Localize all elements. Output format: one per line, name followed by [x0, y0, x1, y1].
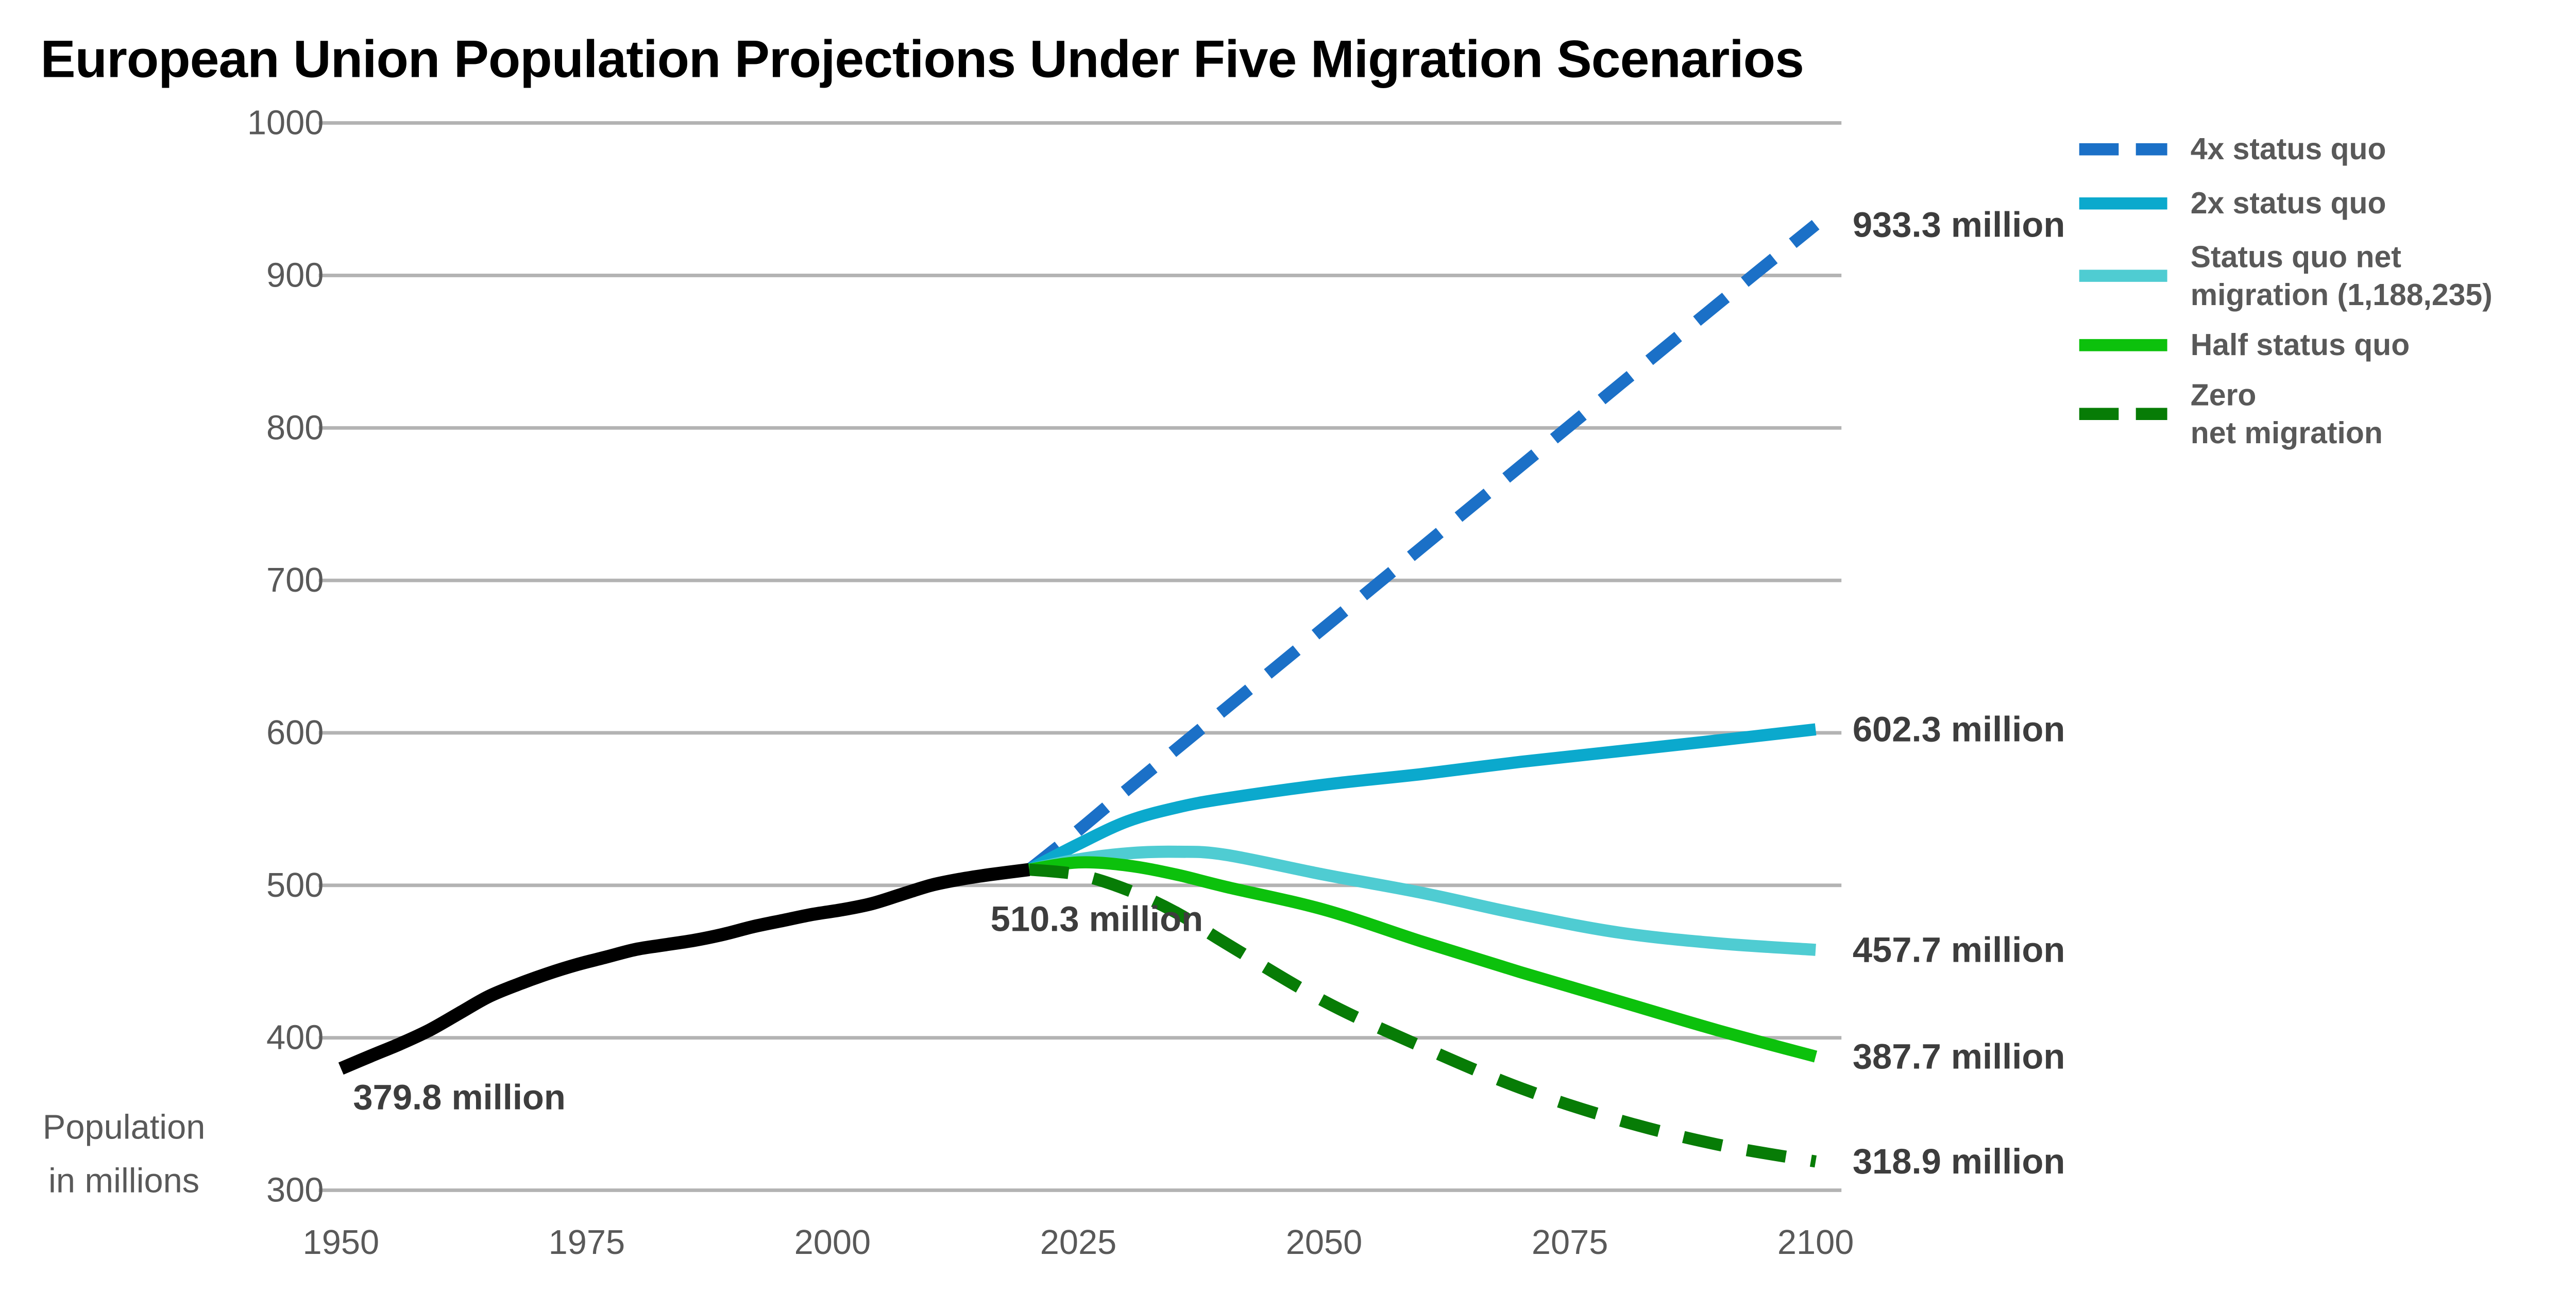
- legend-label-s4x-line1: 4x status quo: [2191, 132, 2386, 166]
- y-tick-400: 400: [266, 1019, 324, 1057]
- y-tick-700: 700: [266, 561, 324, 599]
- series-line-s4x: [1025, 220, 1820, 875]
- end-label-s4x: 933.3 million: [1853, 205, 2065, 244]
- end-label-half: 387.7 million: [1853, 1037, 2065, 1077]
- legend-label-sq-line1: Status quo net: [2191, 240, 2401, 274]
- x-tick-2075: 2075: [1532, 1224, 1608, 1262]
- legend-item-s2x: 2x status quo: [2079, 187, 2386, 220]
- annotation-1950-value: 379.8 million: [353, 1077, 565, 1117]
- series-line-s2x: [1026, 723, 1817, 875]
- series-line-half: [1028, 856, 1818, 1063]
- legend-label-half-line1: Half status quo: [2191, 328, 2410, 362]
- y-tick-300: 300: [266, 1171, 324, 1209]
- y-axis-label-line2: in millions: [48, 1162, 199, 1200]
- x-tick-1975: 1975: [549, 1224, 625, 1262]
- end-value-labels: 933.3 million 602.3 million 457.7 million 3…: [1853, 205, 2065, 1181]
- y-axis-label-line1: Population: [43, 1108, 206, 1146]
- legend: 4x status quo 2x status quo Status quo net…: [2079, 132, 2493, 450]
- grid-layer: [318, 121, 1842, 1192]
- legend-item-sq: Status quo net migration (1,188,235): [2079, 240, 2493, 312]
- x-tick-1950: 1950: [303, 1224, 380, 1262]
- x-axis-ticks: 1950 1975 2000 2025 2050 2075 2100: [303, 1224, 1854, 1262]
- series-line-zero: [1028, 863, 1817, 1168]
- y-tick-500: 500: [266, 866, 324, 904]
- end-label-zero: 318.9 million: [1853, 1142, 2065, 1181]
- annotation-2020-value: 510.3 million: [991, 899, 1203, 939]
- legend-label-zero-line1: Zero: [2191, 378, 2257, 412]
- series-layer: [338, 220, 1820, 1168]
- chart-title: European Union Population Projections Un…: [41, 29, 1804, 88]
- x-tick-2100: 2100: [1777, 1224, 1854, 1262]
- series-line-hist: [338, 863, 1030, 1075]
- legend-item-s4x: 4x status quo: [2079, 132, 2386, 166]
- series-line-sq: [1028, 845, 1816, 956]
- x-tick-2025: 2025: [1040, 1224, 1117, 1262]
- y-tick-600: 600: [266, 714, 324, 752]
- legend-item-half: Half status quo: [2079, 328, 2410, 362]
- y-axis-ticks: 1000 900 800 700 600 500 400 300: [247, 104, 324, 1210]
- y-tick-900: 900: [266, 256, 324, 294]
- x-tick-2000: 2000: [794, 1224, 871, 1262]
- legend-label-sq-line2: migration (1,188,235): [2191, 278, 2493, 312]
- legend-label-zero-line2: net migration: [2191, 416, 2383, 450]
- y-tick-1000: 1000: [247, 104, 324, 142]
- legend-label-s2x-line1: 2x status quo: [2191, 187, 2386, 220]
- y-tick-800: 800: [266, 409, 324, 447]
- legend-item-zero: Zero net migration: [2079, 378, 2383, 450]
- end-label-sq: 457.7 million: [1853, 930, 2065, 969]
- end-label-s2x: 602.3 million: [1853, 710, 2065, 749]
- x-tick-2050: 2050: [1286, 1224, 1363, 1262]
